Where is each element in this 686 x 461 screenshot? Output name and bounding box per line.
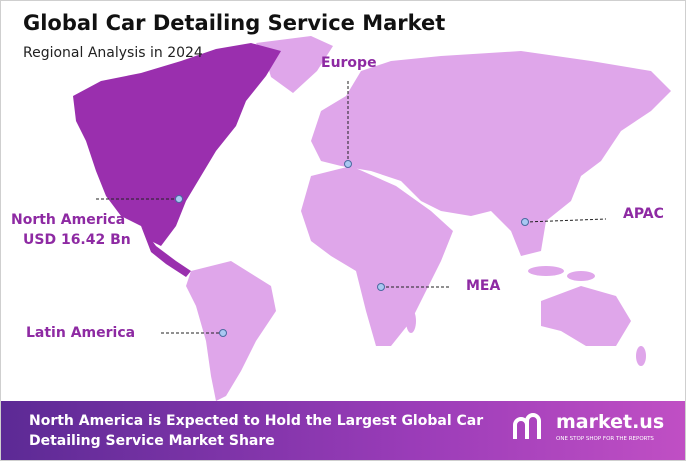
region-label: Europe	[321, 55, 377, 71]
title: Global Car Detailing Service Market	[23, 11, 446, 35]
subtitle: Regional Analysis in 2024	[23, 45, 203, 61]
region-label: MEA	[466, 278, 501, 294]
region-label: North America	[11, 212, 126, 228]
continents	[186, 36, 671, 401]
logo-name: market.us	[556, 411, 665, 433]
leader-lines	[96, 81, 607, 334]
region-value: USD 16.42 Bn	[23, 232, 131, 248]
markers	[175, 160, 529, 337]
region-label: Latin America	[26, 325, 136, 341]
world-map	[73, 36, 671, 401]
logo-tagline: ONE STOP SHOP FOR THE REPORTS	[556, 436, 654, 442]
logo-icon	[513, 413, 541, 439]
footer-text: North America is Expected to Hold the La…	[29, 413, 484, 449]
north-america	[73, 43, 281, 277]
footer-banner: North America is Expected to Hold the La…	[1, 401, 685, 460]
region-label: APAC	[623, 206, 664, 222]
